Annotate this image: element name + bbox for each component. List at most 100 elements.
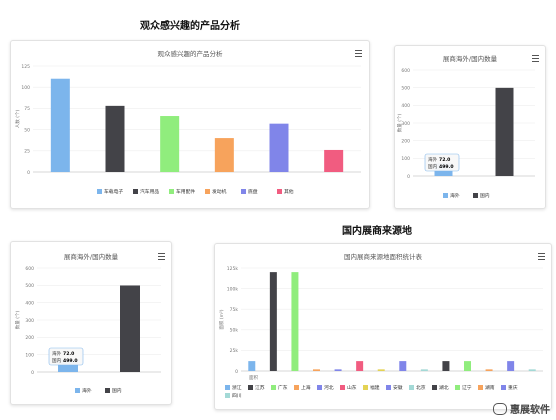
bar-发动机 (214, 138, 234, 172)
legend-swatch (363, 385, 368, 390)
legend-swatch (248, 385, 253, 390)
bar-上海 (313, 369, 320, 371)
y-tick-label: 75 (24, 106, 30, 112)
legend-label-车用配件: 车用配件 (176, 188, 195, 195)
chart-title: 观众感兴趣的产品分析 (157, 50, 223, 58)
legend-label-北京: 北京 (416, 384, 426, 391)
legend-label-发动机: 发动机 (212, 188, 227, 195)
y-tick-label: 200 (25, 335, 34, 341)
chart-title: 展商海外/国内数量 (442, 55, 498, 63)
bar-底盘 (269, 123, 289, 172)
legend-swatch (97, 189, 102, 194)
legend-label-汽车用品: 汽车用品 (140, 188, 159, 195)
y-tick-label: 0 (27, 170, 30, 176)
bar-国内 (120, 285, 140, 372)
legend-label-福建: 福建 (370, 384, 380, 391)
legend-label-辽宁: 辽宁 (462, 384, 472, 391)
y-tick-label: 25k (230, 348, 239, 354)
bar-浙江 (248, 361, 256, 371)
y-axis-label: 数量 (个) (14, 311, 21, 330)
bar-广东 (291, 272, 299, 371)
bar-汽车用品 (105, 105, 125, 172)
legend-label-山东: 山东 (347, 384, 357, 391)
y-tick-label: 400 (401, 103, 410, 109)
legend-swatch (478, 385, 483, 390)
products-bar-chart: 0 25 50 75 100 125 人数 (个) 车载电子 汽车用品 车用配件 发动机 底盘 其他 (14, 64, 361, 195)
legend-label-湖南: 湖南 (485, 384, 495, 391)
legend-label-国内: 国内 (480, 192, 490, 199)
tooltip-line2-label: 国内 (52, 357, 62, 364)
legend-label-车载电子: 车载电子 (104, 188, 123, 195)
legend-label-江苏: 江苏 (255, 384, 265, 391)
y-tick-label: 300 (401, 121, 410, 127)
y-tick-label: 25 (24, 149, 30, 155)
y-tick-label: 50k (230, 328, 239, 334)
legend-label-湖北: 湖北 (439, 384, 449, 391)
legend-swatch (75, 388, 80, 393)
legend-label-重庆: 重庆 (508, 384, 518, 391)
legend-swatch (271, 385, 276, 390)
legend-label-上海: 上海 (301, 384, 311, 391)
menu-icon[interactable] (158, 253, 165, 260)
legend-label-广东: 广东 (278, 384, 288, 391)
chart-title: 国内展商来源地面积统计表 (344, 253, 422, 261)
menu-icon[interactable] (532, 55, 539, 62)
y-tick-label: 125 (21, 64, 30, 70)
bar-河北 (334, 369, 342, 371)
legend-swatch (294, 385, 299, 390)
legend-swatch (473, 193, 478, 198)
tooltip-line2-value: 499.0 (63, 358, 78, 364)
bar-安徽 (399, 361, 407, 371)
chart-title: 展商海外/国内数量 (63, 253, 119, 261)
bar-湖北 (442, 361, 450, 371)
x-axis-label: 面积 (249, 374, 258, 381)
section-title-source: 国内展商来源地 (342, 226, 412, 237)
y-tick-label: 600 (401, 68, 410, 74)
y-tick-label: 500 (25, 283, 34, 289)
wechat-icon (493, 402, 507, 415)
bar-北京 (420, 369, 428, 371)
legend-label-国内: 国内 (112, 387, 122, 394)
y-axis-label: 人数 (个) (14, 110, 21, 129)
legend-swatch (169, 189, 174, 194)
legend-label-其他: 其他 (284, 188, 294, 195)
chart-panel-count-top: 展商海外/国内数量 0 100 200 300 400 500 600 数量 (个) 海外 国内海… (394, 45, 546, 209)
y-tick-label: 0 (407, 174, 410, 180)
legend-swatch (340, 385, 345, 390)
bar-其他 (324, 149, 344, 172)
chart-panel-count-bottom: 展商海外/国内数量 0 100 200 300 400 500 600 数量 (个) 海外 国内海… (10, 241, 172, 405)
bar-车用配件 (160, 116, 180, 172)
bar-福建 (377, 369, 385, 371)
tooltip-line1-label: 海外 (52, 350, 62, 357)
y-tick-label: 400 (25, 300, 34, 306)
y-tick-label: 200 (401, 138, 410, 144)
bar-湖南 (485, 369, 493, 371)
tooltip-line1-label: 海外 (428, 156, 438, 163)
menu-icon[interactable] (355, 50, 362, 57)
y-tick-label: 0 (31, 370, 34, 376)
legend-swatch (317, 385, 322, 390)
menu-icon[interactable] (538, 253, 545, 260)
y-tick-label: 125k (227, 266, 239, 272)
bar-江苏 (269, 272, 277, 371)
bar-车载电子 (50, 78, 70, 172)
legend-swatch (225, 393, 230, 398)
legend-label-浙江: 浙江 (232, 384, 242, 391)
y-tick-label: 100 (25, 352, 34, 358)
legend-swatch (443, 193, 448, 198)
legend-label-河北: 河北 (324, 384, 334, 391)
section-title-products: 观众感兴趣的产品分析 (140, 21, 240, 32)
chart-panel-products: 观众感兴趣的产品分析 0 25 50 75 100 125 人数 (个) 车载电子 汽车用品 车用… (10, 40, 370, 209)
bar-四川 (528, 369, 536, 371)
legend-swatch (225, 385, 230, 390)
legend-label-海外: 海外 (82, 387, 92, 394)
bar-国内 (495, 87, 514, 176)
y-axis-label: 数量 (个) (396, 114, 403, 133)
tooltip-line2-label: 国内 (428, 163, 438, 170)
bar-辽宁 (464, 361, 471, 371)
bar-山东 (356, 361, 364, 371)
legend-swatch (105, 388, 110, 393)
tooltip-line1-value: 72.0 (439, 157, 450, 163)
